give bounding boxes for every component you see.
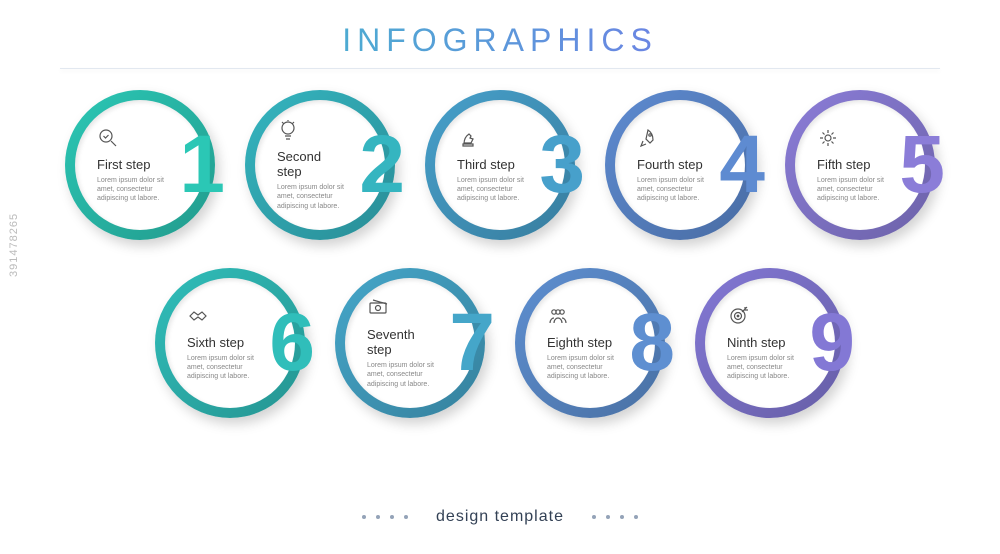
step-title: Eighth step (547, 335, 612, 350)
step-title: Sixth step (187, 335, 244, 350)
step-body: Lorem ipsum dolor sit amet, consectetur … (457, 176, 525, 203)
step-inner: Fourth step Lorem ipsum dolor sit amet, c… (615, 100, 745, 230)
row-1: 1First stepLorem ipsum dolor sit amet, c… (0, 90, 1000, 240)
step-title: Seventh step (367, 327, 435, 357)
step-inner: Third step Lorem ipsum dolor sit amet, co… (435, 100, 565, 230)
step-inner: Fifth step Lorem ipsum dolor sit amet, co… (795, 100, 925, 230)
step-inner: Eighth step Lorem ipsum dolor sit amet, c… (525, 278, 655, 408)
dots-left (362, 515, 408, 519)
step-title: Ninth step (727, 335, 786, 350)
step-body: Lorem ipsum dolor sit amet, consectetur … (637, 176, 705, 203)
watermark: 391478265 (8, 213, 20, 277)
step-body: Lorem ipsum dolor sit amet, consectetur … (187, 354, 255, 381)
steps-container: 1First stepLorem ipsum dolor sit amet, c… (0, 90, 1000, 446)
step-body: Lorem ipsum dolor sit amet, consectetur … (817, 176, 885, 203)
step-title: Fourth step (637, 157, 703, 172)
step-4: 4Fourth stepLorem ipsum dolor sit amet, … (605, 90, 755, 240)
lightbulb-icon (277, 119, 299, 141)
footer-label: design template (436, 508, 564, 526)
step-inner: Second step Lorem ipsum dolor sit amet, c… (255, 100, 385, 230)
step-3: 3Third stepLorem ipsum dolor sit amet, c… (425, 90, 575, 240)
gear-icon (817, 127, 839, 149)
step-body: Lorem ipsum dolor sit amet, consectetur … (367, 361, 435, 388)
step-title: Third step (457, 157, 515, 172)
step-6: 6Sixth stepLorem ipsum dolor sit amet, c… (155, 268, 305, 418)
people-icon (547, 305, 569, 327)
step-5: 5Fifth stepLorem ipsum dolor sit amet, c… (785, 90, 935, 240)
handshake-icon (187, 305, 209, 327)
step-inner: Ninth step Lorem ipsum dolor sit amet, co… (705, 278, 835, 408)
target-icon (727, 305, 749, 327)
step-title: Second step (277, 149, 345, 179)
magnify-check-icon (97, 127, 119, 149)
step-body: Lorem ipsum dolor sit amet, consectetur … (277, 183, 345, 210)
dots-right (592, 515, 638, 519)
step-inner: Sixth step Lorem ipsum dolor sit amet, co… (165, 278, 295, 408)
step-title: First step (97, 157, 150, 172)
knight-icon (457, 127, 479, 149)
step-1: 1First stepLorem ipsum dolor sit amet, c… (65, 90, 215, 240)
footer: design template (0, 508, 1000, 526)
step-body: Lorem ipsum dolor sit amet, consectetur … (547, 354, 615, 381)
step-9: 9Ninth stepLorem ipsum dolor sit amet, c… (695, 268, 845, 418)
money-icon (367, 297, 389, 319)
page-title: INFOGRAPHICS (0, 0, 1000, 59)
row-2: 6Sixth stepLorem ipsum dolor sit amet, c… (0, 268, 1000, 418)
step-8: 8Eighth stepLorem ipsum dolor sit amet, … (515, 268, 665, 418)
step-body: Lorem ipsum dolor sit amet, consectetur … (97, 176, 165, 203)
divider (60, 68, 940, 69)
step-title: Fifth step (817, 157, 870, 172)
step-2: 2Second stepLorem ipsum dolor sit amet, … (245, 90, 395, 240)
step-inner: First step Lorem ipsum dolor sit amet, co… (75, 100, 205, 230)
step-7: 7Seventh stepLorem ipsum dolor sit amet,… (335, 268, 485, 418)
rocket-icon (637, 127, 659, 149)
step-body: Lorem ipsum dolor sit amet, consectetur … (727, 354, 795, 381)
step-inner: Seventh step Lorem ipsum dolor sit amet, … (345, 278, 475, 408)
